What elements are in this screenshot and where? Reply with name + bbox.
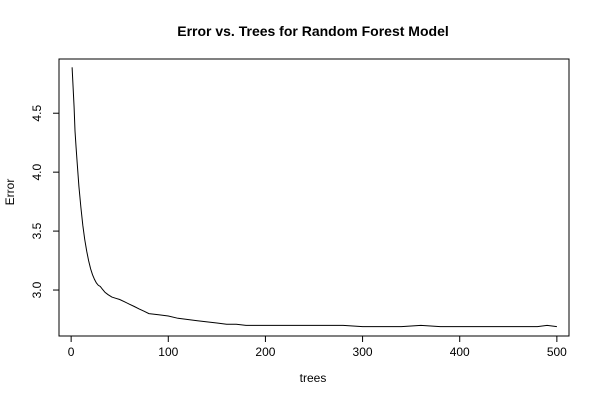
y-tick-label: 4.0 xyxy=(30,163,44,180)
x-tick-label: 200 xyxy=(255,345,275,359)
y-axis: 3.0 3.5 4.0 4.5 xyxy=(30,105,60,298)
series-line-error xyxy=(71,67,557,328)
x-axis-label: trees xyxy=(300,371,327,385)
x-tick-label: 0 xyxy=(68,345,75,359)
y-axis-label: Error xyxy=(3,179,17,206)
chart-title: Error vs. Trees for Random Forest Model xyxy=(177,23,449,39)
x-tick-label: 500 xyxy=(547,345,567,359)
x-tick-label: 400 xyxy=(450,345,470,359)
x-tick-label: 100 xyxy=(158,345,178,359)
y-tick-label: 3.5 xyxy=(30,222,44,239)
x-axis: 0 100 200 300 400 500 xyxy=(68,335,567,359)
y-tick-label: 3.0 xyxy=(30,281,44,298)
y-tick-label: 4.5 xyxy=(30,105,44,122)
x-tick-label: 300 xyxy=(353,345,373,359)
